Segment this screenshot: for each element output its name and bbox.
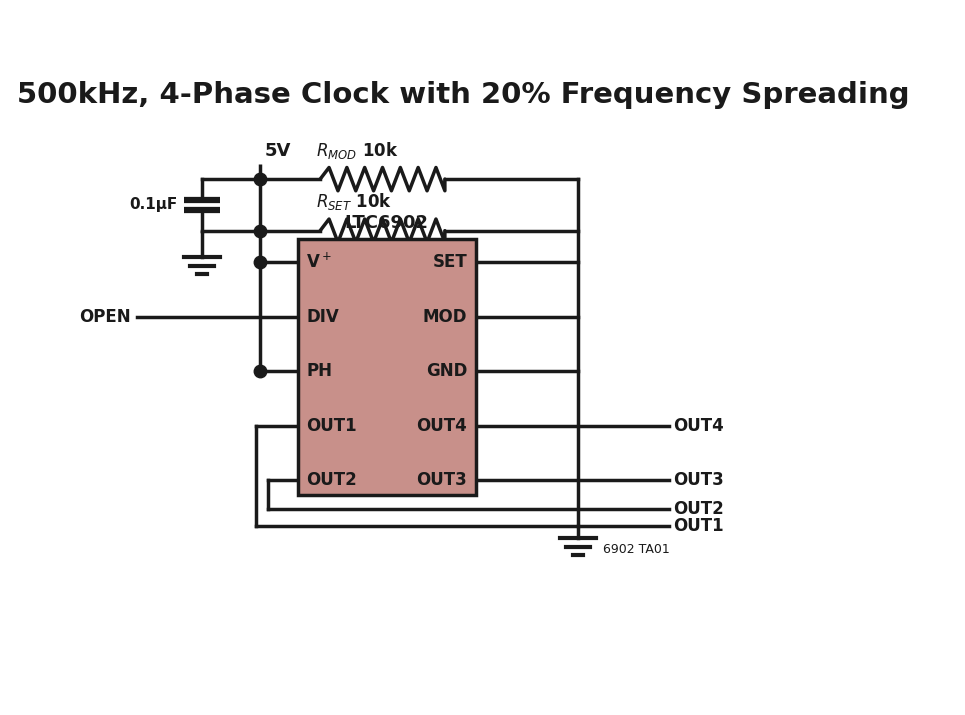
- Text: OUT3: OUT3: [417, 471, 467, 489]
- Text: OUT1: OUT1: [306, 417, 357, 435]
- Text: 6902 TA01: 6902 TA01: [603, 543, 670, 556]
- Text: V$^+$: V$^+$: [306, 252, 332, 272]
- Text: MOD: MOD: [423, 307, 467, 326]
- Text: PH: PH: [306, 363, 332, 380]
- Text: SET: SET: [432, 253, 467, 271]
- Text: OUT2: OUT2: [674, 500, 725, 518]
- Text: OUT1: OUT1: [674, 517, 724, 535]
- Text: LTC6902: LTC6902: [345, 214, 428, 232]
- Text: OUT3: OUT3: [674, 471, 725, 489]
- Text: GND: GND: [426, 363, 467, 380]
- Text: $R_{MOD}$ 10k: $R_{MOD}$ 10k: [316, 140, 399, 161]
- Text: OPEN: OPEN: [79, 307, 130, 326]
- Text: 5V: 5V: [264, 142, 290, 160]
- Text: $R_{SET}$ 10k: $R_{SET}$ 10k: [316, 192, 392, 212]
- Text: OUT2: OUT2: [306, 471, 357, 489]
- Text: 0.1μF: 0.1μF: [129, 197, 178, 212]
- Text: DIV: DIV: [306, 307, 339, 326]
- Text: OUT4: OUT4: [674, 417, 725, 435]
- Text: OUT4: OUT4: [417, 417, 467, 435]
- FancyBboxPatch shape: [297, 239, 476, 495]
- Text: 500kHz, 4-Phase Clock with 20% Frequency Spreading: 500kHz, 4-Phase Clock with 20% Frequency…: [16, 81, 909, 109]
